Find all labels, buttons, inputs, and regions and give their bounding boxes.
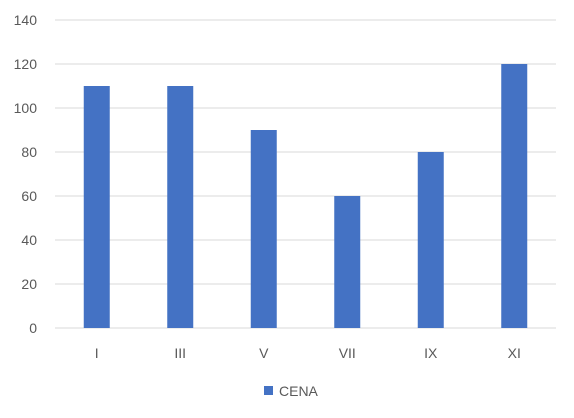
y-tick-label: 140 <box>14 12 38 28</box>
y-tick-label: 40 <box>21 232 37 248</box>
x-tick-label: VII <box>339 345 356 361</box>
y-tick-label: 120 <box>14 56 38 72</box>
x-tick-label: III <box>174 345 186 361</box>
y-tick-label: 80 <box>21 144 37 160</box>
bar-XI <box>501 64 528 328</box>
y-tick-label: 60 <box>21 188 37 204</box>
y-axis-tick-labels: 0 20 40 60 80 100 120 140 <box>14 12 38 336</box>
x-axis-tick-labels: I III V VII IX XI <box>95 345 521 361</box>
bar-I <box>83 86 110 328</box>
bars <box>83 64 528 328</box>
x-tick-label: IX <box>424 345 438 361</box>
legend: CENA <box>264 383 319 399</box>
legend-label: CENA <box>279 383 319 399</box>
x-tick-label: XI <box>508 345 521 361</box>
bar-IX <box>417 152 444 328</box>
bar-III <box>167 86 194 328</box>
y-tick-label: 20 <box>21 276 37 292</box>
bar-V <box>250 130 277 328</box>
y-tick-label: 0 <box>29 320 37 336</box>
y-tick-label: 100 <box>14 100 38 116</box>
gridlines <box>55 19 556 329</box>
x-tick-label: I <box>95 345 99 361</box>
x-tick-label: V <box>259 345 269 361</box>
legend-swatch <box>264 386 273 395</box>
bar-VII <box>334 196 361 328</box>
